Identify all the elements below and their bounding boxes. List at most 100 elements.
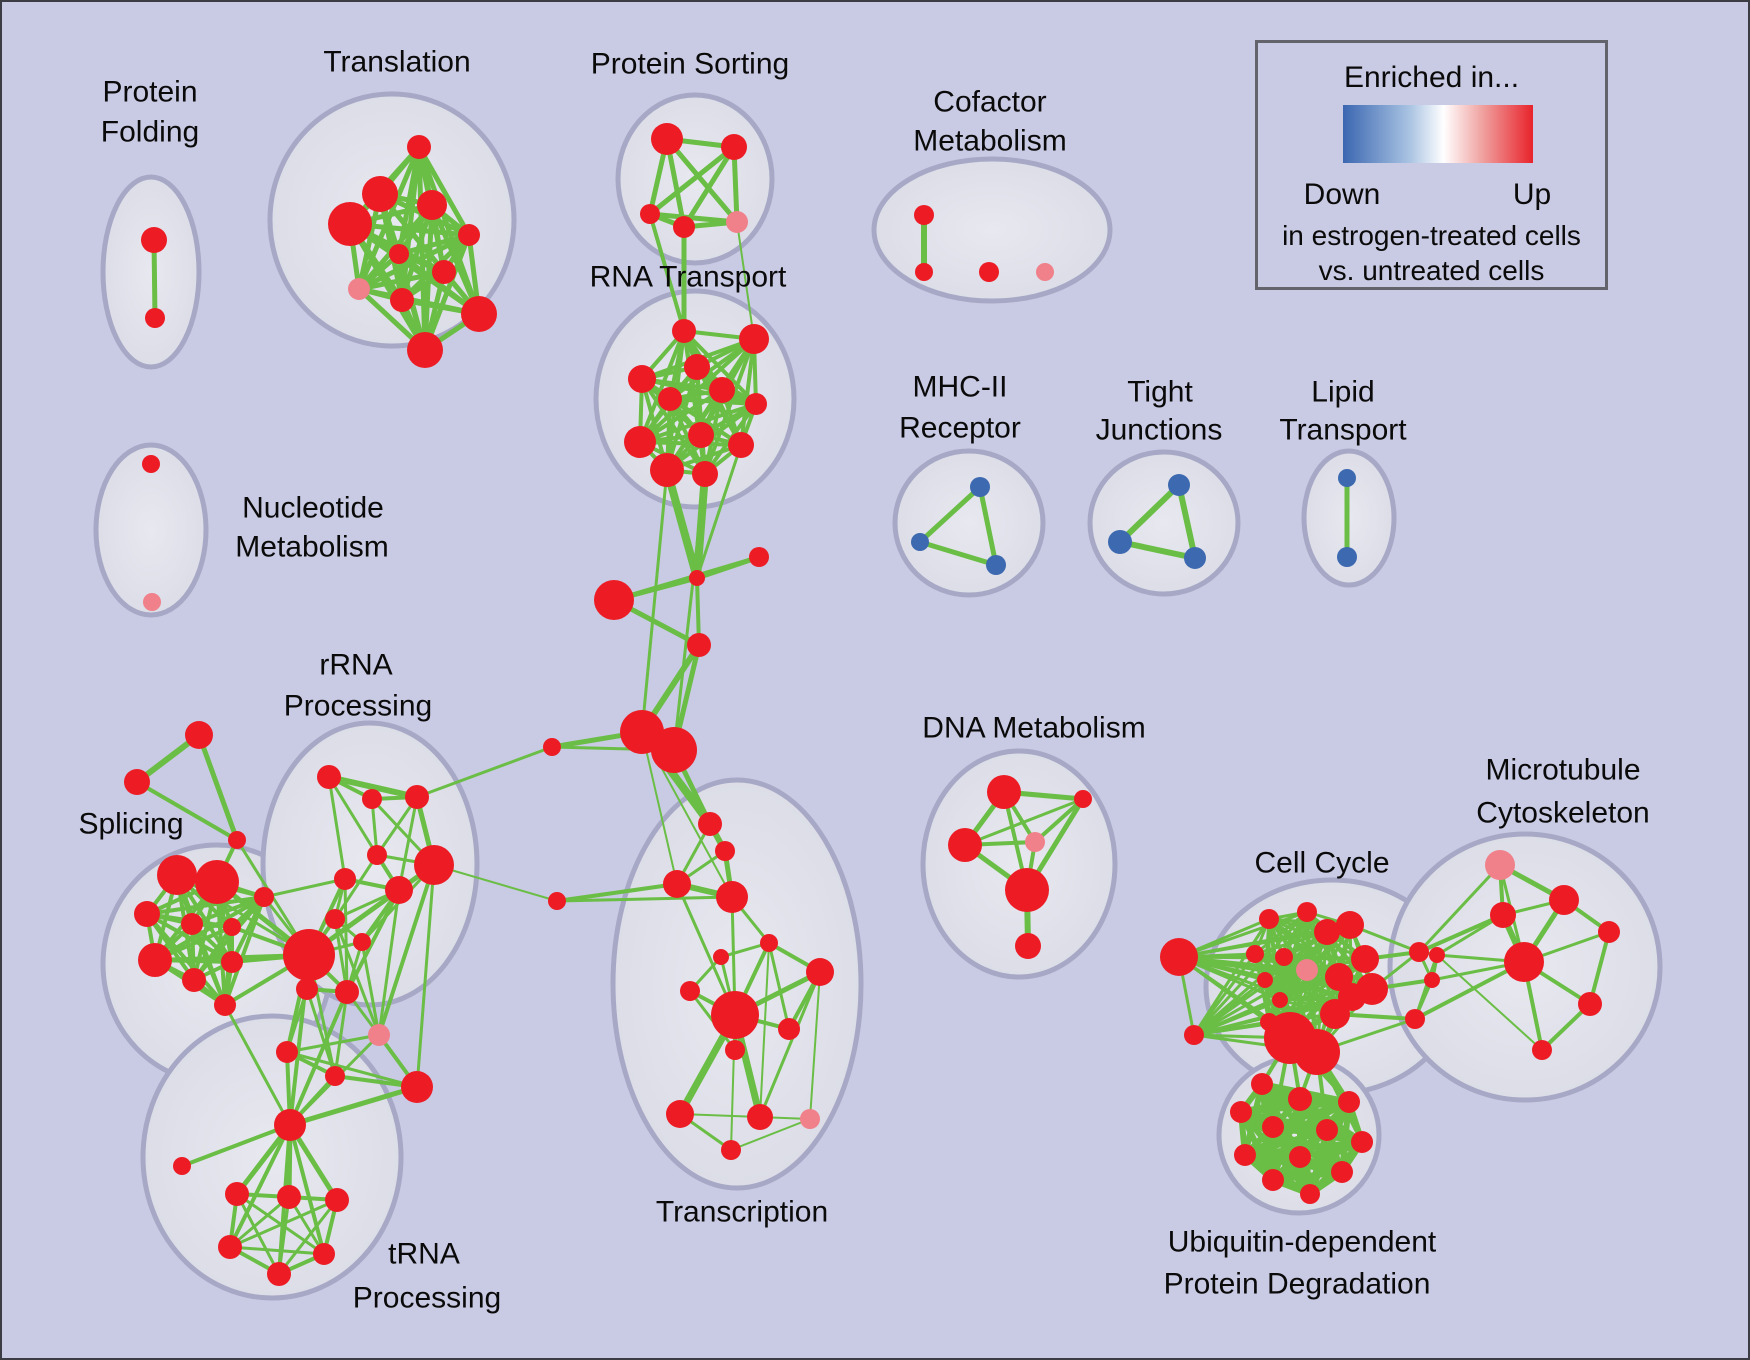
gene-set-node-protein_folding-1[interactable] [145,308,165,328]
gene-set-node-transcription-4[interactable] [548,892,566,910]
gene-set-node-mhc-1[interactable] [911,533,929,551]
gene-set-node-ubiquitin-1[interactable] [1288,1087,1312,1111]
enrichment-edge-protein_sorting[interactable] [647,211,740,225]
enrichment-edge-ubiquitin[interactable] [1270,1169,1345,1183]
gene-set-node-microtubule-3[interactable] [1504,942,1544,982]
gene-set-node-splicing-9[interactable] [254,887,274,907]
gene-set-node-translation-5[interactable] [389,244,409,264]
gene-set-node-trna-6[interactable] [313,1243,335,1265]
gene-set-node-rrna-15[interactable] [401,1071,433,1103]
gene-set-node-translation-0[interactable] [407,135,431,159]
enrichment-edge-link[interactable] [1417,913,1505,954]
gene-set-node-tight-0[interactable] [1168,474,1190,496]
gene-set-node-rrna-0[interactable] [317,765,341,789]
gene-set-node-cellcycle-2[interactable] [1259,909,1279,929]
gene-set-node-transcription-9[interactable] [711,991,759,1039]
gene-set-node-hubs-0[interactable] [594,580,634,620]
gene-set-node-cellcycle-5[interactable] [1336,911,1364,939]
enrichment-edge-rna_transport[interactable] [638,440,743,447]
gene-set-node-microtubule-7[interactable] [1532,1040,1552,1060]
gene-set-node-protein_sorting-3[interactable] [673,216,695,238]
enrichment-edge-rrna[interactable] [377,863,436,1037]
gene-set-node-lipid-0[interactable] [1338,469,1356,487]
enrichment-edge-splicing[interactable] [145,895,266,916]
gene-set-node-rna_transport-3[interactable] [628,365,656,393]
gene-set-node-cofactor-3[interactable] [1036,263,1054,281]
enrichment-edge-hubs[interactable] [694,554,762,581]
gene-set-node-rrna-6[interactable] [414,845,454,885]
gene-set-node-rrna-4[interactable] [334,868,356,890]
gene-set-node-rna_transport-0[interactable] [672,319,696,343]
enrichment-edge-trna[interactable] [277,1198,339,1276]
gene-set-node-microtubule-2[interactable] [1490,902,1516,928]
gene-set-node-cellcycle-4[interactable] [1314,919,1340,945]
gene-set-node-hubs-5[interactable] [651,727,697,773]
gene-set-node-rrna-2[interactable] [405,785,429,809]
enrichment-edge-link[interactable] [663,466,701,582]
gene-set-node-translation-9[interactable] [461,296,497,332]
gene-set-node-splicing-6[interactable] [182,968,206,992]
enrichment-edge-trna[interactable] [228,1198,339,1249]
gene-set-node-cofactor-2[interactable] [979,262,999,282]
enrichment-edge-cellcycle[interactable] [1192,978,1267,1037]
enrichment-edge-rrna[interactable] [305,987,337,1078]
enrichment-edge-transcription[interactable] [555,882,679,903]
gene-set-node-ubiquitin-6[interactable] [1351,1131,1373,1153]
enrichment-edge-transcription[interactable] [809,971,821,1120]
gene-set-node-transcription-3[interactable] [716,881,748,913]
gene-set-node-trna-0[interactable] [274,1109,306,1141]
enrichment-edge-link[interactable] [1413,960,1526,1021]
enrichment-edge-transcription[interactable] [759,942,770,1118]
enrichment-edge-link[interactable] [648,212,686,333]
gene-set-node-translation-6[interactable] [432,260,456,284]
enrichment-edge-trna[interactable] [228,1195,291,1249]
gene-set-node-protein_sorting-1[interactable] [721,134,747,160]
gene-set-node-rna_transport-10[interactable] [650,453,684,487]
gene-set-node-cellcycle-7[interactable] [1275,948,1293,966]
enrichment-edge-microtubule[interactable] [1588,930,1611,1006]
enrichment-edge-trna[interactable] [180,1123,292,1168]
gene-set-node-transcription-11[interactable] [725,1040,745,1060]
gene-set-node-splicing-1[interactable] [195,860,239,904]
enrichment-edge-translation[interactable] [429,202,482,317]
enrichment-edge-link[interactable] [672,472,707,752]
enrichment-edge-translation[interactable] [356,269,447,292]
gene-set-node-transcription-2[interactable] [663,870,691,898]
enrichment-edge-link[interactable] [288,990,349,1127]
gene-set-node-dna-2[interactable] [1074,790,1092,808]
enrichment-edge-trna[interactable] [235,1192,281,1276]
gene-set-node-ubiquitin-7[interactable] [1234,1144,1256,1166]
enrichment-edge-rrna[interactable] [360,940,381,1037]
enrichment-edge-splicing[interactable] [190,895,266,926]
gene-set-node-protein_sorting-4[interactable] [726,211,748,233]
gene-set-node-cofactor-1[interactable] [915,263,933,281]
gene-set-node-ubiquitin-10[interactable] [1331,1161,1353,1183]
gene-set-node-nucleotide-0[interactable] [142,455,160,473]
gene-set-node-rrna-13[interactable] [325,1066,345,1086]
gene-set-node-splicing-4[interactable] [223,918,241,936]
enrichment-edge-cellcycle[interactable] [1263,978,1354,999]
enrichment-edge-link[interactable] [1417,863,1502,954]
gene-set-node-translation-2[interactable] [417,190,447,220]
gene-set-node-microtubule-1[interactable] [1549,885,1579,915]
enrichment-edge-link[interactable] [223,1003,292,1127]
enrichment-edge-tight[interactable] [1176,482,1198,561]
enrichment-edge-splicing_tri[interactable] [196,732,240,843]
enrichment-edge-protein_sorting[interactable] [647,144,737,217]
gene-set-node-cellcycle-1[interactable] [1184,1025,1204,1045]
gene-set-node-splicing-3[interactable] [181,913,203,935]
gene-set-node-transcription-8[interactable] [680,981,700,1001]
gene-set-node-splicing-7[interactable] [221,951,243,973]
enrichment-edge-trna[interactable] [228,1245,326,1256]
gene-set-node-transcription-0[interactable] [698,812,722,836]
gene-set-node-trna-4[interactable] [325,1188,349,1212]
enrichment-edge-splicing_tri[interactable] [135,780,239,842]
enrichment-edge-cellcycle[interactable] [1253,910,1309,956]
gene-set-node-rrna-7[interactable] [283,929,335,981]
gene-set-node-ubiquitin-8[interactable] [1289,1146,1311,1168]
gene-set-node-transcription-5[interactable] [760,934,778,952]
gene-set-node-ubiquitin-0[interactable] [1251,1073,1273,1095]
gene-set-node-rrna-3[interactable] [367,845,387,865]
gene-set-node-splicing_tri-2[interactable] [228,831,246,849]
enrichment-edge-rna_transport[interactable] [640,377,707,476]
